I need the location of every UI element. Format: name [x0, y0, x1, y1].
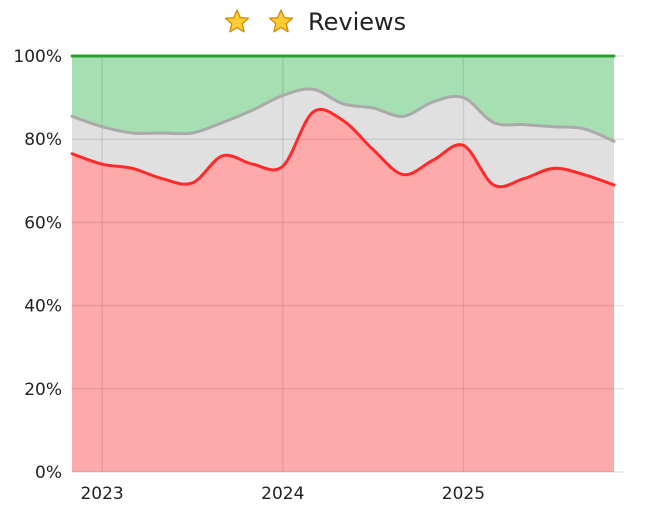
- chart-title-group: Reviews: [224, 8, 406, 36]
- y-tick-label: 0%: [35, 463, 62, 483]
- x-tick-label: 2025: [442, 484, 485, 504]
- y-tick-label: 80%: [24, 130, 62, 150]
- y-tick-label: 100%: [13, 47, 62, 67]
- chart-title: Reviews: [308, 8, 406, 36]
- axes: 0% 20% 40% 60% 80% 100% 2023 2024 2025: [13, 47, 485, 504]
- star-icon: [268, 9, 294, 33]
- x-tick-label: 2024: [261, 484, 304, 504]
- series-0-area: [72, 109, 614, 472]
- y-tick-label: 40%: [24, 297, 62, 317]
- x-tick-label: 2023: [80, 484, 123, 504]
- star-icon: [224, 9, 250, 33]
- y-tick-label: 20%: [24, 380, 62, 400]
- y-tick-label: 60%: [24, 213, 62, 233]
- plot-area: [70, 54, 624, 473]
- series-1-line: [70, 87, 616, 143]
- series-2-area: [72, 56, 614, 142]
- series-0-line: [70, 107, 616, 189]
